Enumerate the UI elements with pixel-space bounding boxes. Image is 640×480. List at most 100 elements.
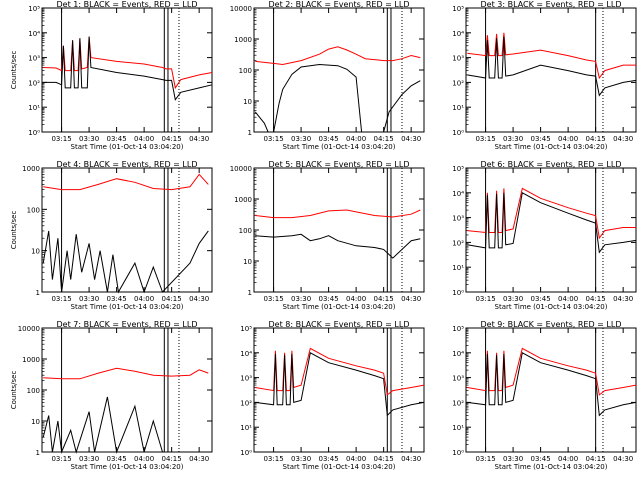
lld-series-line xyxy=(467,187,636,240)
x-tick-label: 04:15 xyxy=(374,295,394,303)
panel-det-6: Det 6: BLACK = Events, RED = LLD 10⁰ 10¹ 10… xyxy=(452,160,637,311)
y-tick-label: 1000 xyxy=(22,165,40,173)
plot-frame xyxy=(41,7,213,133)
events-series-line xyxy=(467,352,637,417)
x-tick-label: 04:00 xyxy=(346,455,366,463)
x-tick-label: 04:00 xyxy=(134,455,154,463)
panel-det-9: Det 9: BLACK = Events, RED = LLD 10⁰ 10¹ 10… xyxy=(452,320,637,471)
x-tick-label: 04:00 xyxy=(558,295,578,303)
plot-frame xyxy=(41,327,213,453)
y-tick-label: 1000 xyxy=(234,196,252,204)
x-tick-label: 03:45 xyxy=(107,295,127,303)
y-axis-label: Counts/sec xyxy=(10,51,18,90)
x-tick-label: 03:30 xyxy=(291,135,311,143)
y-tick-label: 10³ xyxy=(452,215,464,223)
x-axis-label: Start Time (01-Oct-14 03:04:20) xyxy=(283,303,396,311)
panel-det-5: Det 5: BLACK = Events, RED = LLD 1 10 100 10… xyxy=(230,160,425,311)
x-tick-label: 03:15 xyxy=(263,295,283,303)
panel-det-1: Det 1: BLACK = Events, RED = LLD 10⁰ 10¹ 10… xyxy=(10,0,213,151)
x-tick-label: 04:00 xyxy=(558,455,578,463)
x-tick-label: 03:30 xyxy=(503,295,523,303)
x-tick-label: 04:00 xyxy=(558,135,578,143)
x-tick-label: 04:30 xyxy=(401,455,421,463)
y-tick-label: 10000 xyxy=(230,165,252,173)
x-tick-label: 03:30 xyxy=(503,135,523,143)
y-tick-label: 10³ xyxy=(240,375,252,383)
x-tick-label: 03:30 xyxy=(291,455,311,463)
lld-series-line xyxy=(43,173,209,191)
x-axis-label: Start Time (01-Oct-14 03:04:20) xyxy=(495,143,608,151)
y-tick-label: 10³ xyxy=(452,375,464,383)
y-tick-label: 100 xyxy=(27,206,40,214)
y-tick-label: 10 xyxy=(31,418,40,426)
y-tick-label: 10 xyxy=(243,258,252,266)
plot-frame xyxy=(465,167,637,293)
plot-frame xyxy=(253,327,425,453)
x-tick-label: 03:45 xyxy=(107,455,127,463)
y-tick-label: 100 xyxy=(239,67,252,75)
x-axis-label: Start Time (01-Oct-14 03:04:20) xyxy=(71,463,184,471)
y-tick-label: 10 xyxy=(31,248,40,256)
y-tick-label: 10¹ xyxy=(240,424,252,432)
x-tick-label: 03:15 xyxy=(475,455,495,463)
panel-title: Det 6: BLACK = Events, RED = LLD xyxy=(481,160,622,169)
x-axis-label: Start Time (01-Oct-14 03:04:20) xyxy=(495,303,608,311)
plot-frame xyxy=(41,167,213,293)
x-tick-label: 03:45 xyxy=(319,295,339,303)
x-tick-label: 04:00 xyxy=(134,135,154,143)
y-tick-label: 1000 xyxy=(22,356,40,364)
lld-series-line xyxy=(255,347,425,396)
y-tick-label: 10⁴ xyxy=(452,30,464,38)
x-tick-label: 03:45 xyxy=(531,295,551,303)
x-tick-label: 04:30 xyxy=(613,455,633,463)
plot-frame xyxy=(465,327,637,453)
plot-frame xyxy=(253,167,425,293)
x-tick-label: 03:45 xyxy=(319,135,339,143)
y-tick-label: 10⁰ xyxy=(452,129,464,137)
panel-title: Det 3: BLACK = Events, RED = LLD xyxy=(481,0,622,9)
events-series-line xyxy=(467,192,637,254)
events-series-line xyxy=(254,63,421,133)
events-series-line xyxy=(467,36,637,97)
y-axis-label: Counts/sec xyxy=(10,211,18,250)
plot-frame xyxy=(465,7,637,133)
lld-series-line xyxy=(255,46,421,66)
x-axis-label: Start Time (01-Oct-14 03:04:20) xyxy=(283,463,396,471)
y-tick-label: 10² xyxy=(452,239,464,247)
x-tick-label: 03:15 xyxy=(51,135,71,143)
x-tick-label: 03:15 xyxy=(263,455,283,463)
events-series-line xyxy=(255,233,421,259)
y-tick-label: 10⁵ xyxy=(240,325,252,333)
x-tick-label: 03:15 xyxy=(475,295,495,303)
x-tick-label: 04:30 xyxy=(189,295,209,303)
panel-det-2: Det 2: BLACK = Events, RED = LLD 1 10 100 10… xyxy=(230,0,425,151)
events-series-line xyxy=(43,36,213,101)
y-tick-label: 10000 xyxy=(230,5,252,13)
panel-title: Det 2: BLACK = Events, RED = LLD xyxy=(269,0,410,9)
events-series-line xyxy=(42,396,163,454)
x-tick-label: 04:30 xyxy=(401,135,421,143)
x-axis-label: Start Time (01-Oct-14 03:04:20) xyxy=(71,303,184,311)
y-tick-label: 10⁰ xyxy=(240,449,252,457)
y-tick-label: 10² xyxy=(452,79,464,87)
y-tick-label: 10 xyxy=(243,98,252,106)
panel-det-7: Det 7: BLACK = Events, RED = LLD 1 10 100 10… xyxy=(10,320,213,471)
lld-series-line xyxy=(43,367,209,380)
y-tick-label: 10⁴ xyxy=(28,30,40,38)
x-tick-label: 04:15 xyxy=(162,455,182,463)
x-tick-label: 03:15 xyxy=(51,455,71,463)
plot-frame xyxy=(253,7,425,133)
panel-title: Det 7: BLACK = Events, RED = LLD xyxy=(57,320,198,329)
x-tick-label: 03:45 xyxy=(319,455,339,463)
x-tick-label: 04:15 xyxy=(586,455,606,463)
x-tick-label: 04:00 xyxy=(346,295,366,303)
x-tick-label: 04:30 xyxy=(189,455,209,463)
panel-title: Det 4: BLACK = Events, RED = LLD xyxy=(57,160,198,169)
y-tick-label: 1000 xyxy=(234,36,252,44)
y-tick-label: 10⁵ xyxy=(28,5,40,13)
events-series-line xyxy=(255,352,425,417)
x-tick-label: 04:15 xyxy=(374,135,394,143)
lld-series-line xyxy=(43,36,213,90)
x-tick-label: 03:30 xyxy=(291,295,311,303)
x-tick-label: 04:30 xyxy=(613,135,633,143)
